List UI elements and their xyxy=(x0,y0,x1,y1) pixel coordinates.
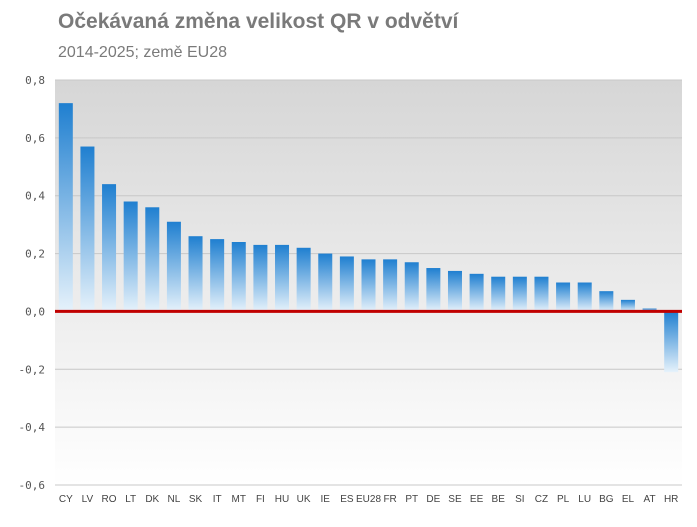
bar-pl xyxy=(556,282,571,312)
y-tick-label: -0,4 xyxy=(19,421,46,434)
x-tick-label: LU xyxy=(578,494,591,505)
x-tick-label: FI xyxy=(256,494,265,505)
x-tick-label: IT xyxy=(213,494,222,505)
y-tick-label: 0,2 xyxy=(25,248,45,261)
bar-es xyxy=(339,256,354,312)
bar-hr xyxy=(664,311,679,373)
bar-de xyxy=(426,268,441,312)
bar-ro xyxy=(102,184,117,312)
bars xyxy=(58,103,679,373)
bar-ee xyxy=(469,273,484,312)
x-tick-label: EL xyxy=(622,494,635,505)
bar-it xyxy=(210,239,225,312)
x-axis: CY LV RO LT DK NL SK IT MT FI HU UK IE ES EU28 FR PT DE SE… xyxy=(59,494,679,505)
x-tick-label: DE xyxy=(426,494,440,505)
y-tick-label: -0,6 xyxy=(19,479,46,492)
chart-title: Očekávaná změna velikost QR v odvětví xyxy=(58,10,459,33)
bar-eu28 xyxy=(361,259,376,312)
x-tick-label: UK xyxy=(297,494,311,505)
x-tick-label: RO xyxy=(102,494,117,505)
bar-cz xyxy=(534,276,549,312)
bar-hu xyxy=(275,244,290,312)
x-tick-label: FR xyxy=(383,494,396,505)
bar-sk xyxy=(188,236,203,312)
x-tick-label: SI xyxy=(515,494,524,505)
x-tick-label: BE xyxy=(492,494,506,505)
bar-dk xyxy=(145,207,160,312)
y-axis: 0,8 0,6 0,4 0,2 0,0 -0,2 -0,4 -0,6 xyxy=(19,74,46,492)
bar-se xyxy=(447,270,462,312)
x-tick-label: PT xyxy=(405,494,418,505)
bar-si xyxy=(512,276,527,312)
y-tick-label: -0,2 xyxy=(19,363,46,376)
gridlines xyxy=(55,79,682,486)
x-tick-label: SK xyxy=(189,494,203,505)
bar-mt xyxy=(231,242,246,312)
x-tick-label: NL xyxy=(168,494,181,505)
x-tick-label: BG xyxy=(599,494,614,505)
bar-lt xyxy=(123,201,138,312)
bar-fr xyxy=(383,259,398,312)
x-tick-label: CY xyxy=(59,494,73,505)
y-tick-label: 0,8 xyxy=(25,74,45,87)
x-tick-label: IE xyxy=(321,494,331,505)
bar-pt xyxy=(404,262,419,312)
bar-lu xyxy=(577,282,592,312)
x-tick-label: EU28 xyxy=(356,494,381,505)
bar-bg xyxy=(599,291,614,312)
y-tick-label: 0,0 xyxy=(25,305,45,318)
x-tick-label: LT xyxy=(125,494,136,505)
bar-nl xyxy=(166,221,181,312)
x-tick-label: HR xyxy=(664,494,678,505)
x-tick-label: MT xyxy=(232,494,246,505)
x-tick-label: DK xyxy=(145,494,159,505)
bar-ie xyxy=(318,253,333,312)
x-tick-label: ES xyxy=(340,494,354,505)
x-tick-label: EE xyxy=(470,494,484,505)
bar-be xyxy=(491,276,506,312)
chart-subtitle: 2014-2025; země EU28 xyxy=(58,44,227,61)
bar-el xyxy=(620,299,635,312)
x-tick-label: LV xyxy=(82,494,94,505)
bar-cy xyxy=(58,103,73,312)
x-tick-label: AT xyxy=(644,494,656,505)
x-tick-label: SE xyxy=(448,494,462,505)
bar-uk xyxy=(296,247,311,312)
bar-fi xyxy=(253,244,268,312)
bar-lv xyxy=(80,146,95,312)
y-tick-label: 0,6 xyxy=(25,132,45,145)
x-tick-label: PL xyxy=(557,494,570,505)
x-tick-label: CZ xyxy=(535,494,548,505)
y-tick-label: 0,4 xyxy=(25,190,45,203)
x-tick-label: HU xyxy=(275,494,289,505)
